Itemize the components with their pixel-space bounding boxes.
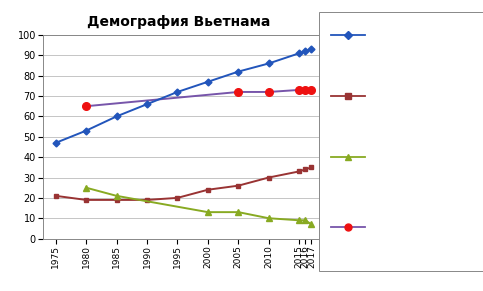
Text: Ожидаемая
продолжительность
жизни, лет: Ожидаемая продолжительность жизни, лет [369, 220, 472, 249]
Text: Городское
население, %: Городское население, % [369, 89, 438, 108]
Text: Демография Вьетнама: Демография Вьетнама [87, 15, 270, 29]
Text: Численность
населения, млн.: Численность населения, млн. [369, 28, 452, 47]
Text: Естественный
прирост, на 1000: Естественный прирост, на 1000 [369, 150, 456, 169]
